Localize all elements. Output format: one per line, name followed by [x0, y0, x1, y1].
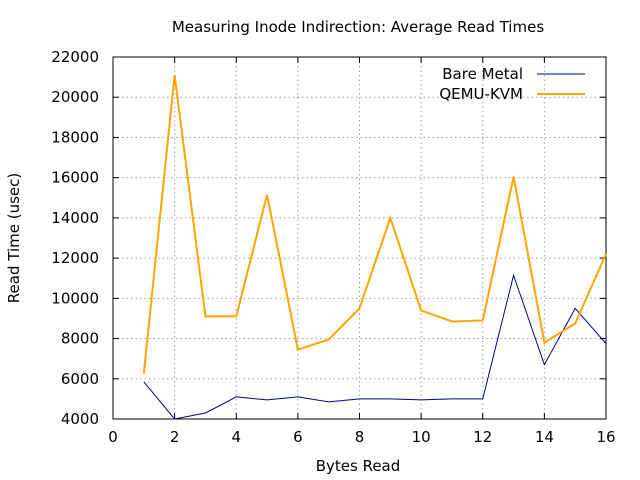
y-tick-labels: 4000 6000 8000 10000 12000 14000 16000 18000 200… [51, 48, 99, 428]
y-tick-label: 10000 [51, 289, 99, 307]
x-tick-labels: 0 2 4 6 8 10 12 14 16 [108, 428, 615, 446]
x-tick-label: 8 [355, 428, 365, 446]
x-tick-label: 0 [108, 428, 118, 446]
y-tick-label: 8000 [61, 330, 99, 348]
x-tick-label: 12 [473, 428, 492, 446]
x-tick-label: 10 [412, 428, 431, 446]
x-tick-label: 14 [535, 428, 554, 446]
y-axis-label: Read Time (usec) [5, 173, 23, 303]
x-tick-label: 6 [293, 428, 303, 446]
series-line-bare-metal [143, 273, 607, 420]
y-tick-label: 4000 [61, 410, 99, 428]
x-tick-label: 4 [231, 428, 241, 446]
legend-label-qemu-kvm: QEMU-KVM [439, 85, 523, 103]
y-tick-label: 20000 [51, 88, 99, 106]
y-tick-label: 6000 [61, 370, 99, 388]
x-axis-label: Bytes Read [316, 457, 401, 475]
grid-lines [113, 57, 606, 419]
legend-label-bare-metal: Bare Metal [442, 65, 523, 83]
series-line-qemu-kvm [142, 74, 607, 374]
y-tick-label: 12000 [51, 249, 99, 267]
y-tick-label: 14000 [51, 209, 99, 227]
axis-ticks [112, 56, 607, 420]
chart-title: Measuring Inode Indirection: Average Rea… [172, 18, 544, 36]
x-tick-label: 2 [170, 428, 180, 446]
y-tick-label: 22000 [51, 48, 99, 66]
y-tick-label: 18000 [51, 128, 99, 146]
legend: Bare Metal QEMU-KVM [439, 65, 585, 103]
y-tick-label: 16000 [51, 169, 99, 187]
series-lines [142, 74, 607, 420]
x-tick-label: 16 [596, 428, 615, 446]
